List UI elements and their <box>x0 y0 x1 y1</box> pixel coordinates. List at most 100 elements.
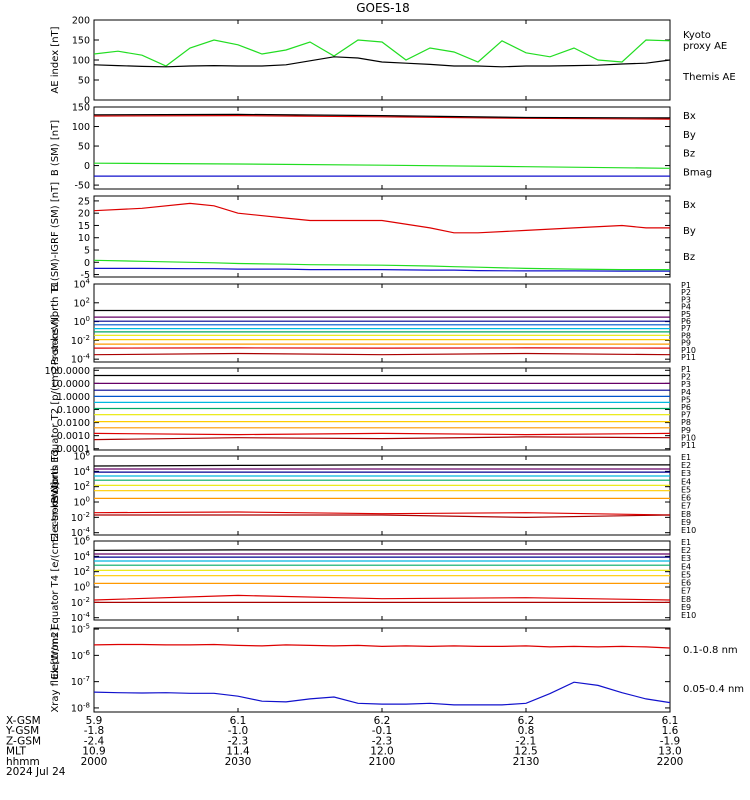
footer-value: 11.4 <box>226 746 250 758</box>
y-axis-label: Protons Equator T2 [p/(cm2-s-sr-keV)] <box>50 314 61 503</box>
y-tick-label: 0.0010 <box>57 431 90 442</box>
y-tick-label: 102 <box>73 480 90 493</box>
y-axis-label: Electrons North T3 <box>50 449 61 542</box>
y-tick-label: 150 <box>72 103 90 114</box>
legend-entry: E7 <box>681 587 691 596</box>
footer-value: 12.0 <box>370 746 393 758</box>
legend-entry: Bx <box>683 111 696 122</box>
footer-value: 2200 <box>657 756 684 768</box>
legend-entry: P9 <box>681 339 691 348</box>
y-tick-label: 10-5 <box>71 623 90 636</box>
y-tick-label: 150 <box>72 36 90 47</box>
panel-frame <box>93 19 671 101</box>
footer-value: 10.9 <box>82 746 105 758</box>
series-e1 <box>93 464 670 467</box>
y-tick-label: 10-2 <box>71 334 90 347</box>
y-tick-label: 10-4 <box>71 353 91 366</box>
legend-entry: P3 <box>681 380 691 389</box>
y-tick-label: 0 <box>84 96 90 107</box>
legend-entry: 0.05-0.4 nm <box>683 684 744 695</box>
y-tick-label: 50 <box>78 76 90 87</box>
legend-entry: E10 <box>681 611 696 620</box>
y-tick-label: 106 <box>73 450 90 463</box>
footer-value: -2.3 <box>228 735 249 747</box>
y-tick-label: 102 <box>73 296 90 309</box>
y-tick-label: 104 <box>73 550 90 563</box>
panel-protons_t2: 100.0000 10.0000 1.0000 0.1000 0.0100 0.0010 0… <box>45 314 696 503</box>
footer-value: 6.1 <box>662 715 679 727</box>
panel-frame <box>93 627 671 713</box>
legend-entry: E6 <box>681 494 691 503</box>
y-tick-label: 0 <box>84 161 90 172</box>
series-e1 <box>93 549 670 552</box>
legend-entry: E3 <box>681 554 691 563</box>
legend-entry: P2 <box>681 288 691 297</box>
footer-value: -1.9 <box>660 735 681 747</box>
series-bz <box>93 114 671 120</box>
series-bx <box>94 267 670 272</box>
legend-entry: Bz <box>683 149 695 160</box>
y-tick-label: 10.0000 <box>51 379 90 390</box>
footer-value: 2130 <box>513 756 540 768</box>
y-tick-label: 100 <box>73 581 90 594</box>
series-by <box>93 259 670 271</box>
footer-value: 6.2 <box>374 715 391 727</box>
legend-entry: 0.1-0.8 nm <box>683 645 738 656</box>
y-tick-label: -5 <box>81 270 90 281</box>
series-p10 <box>93 432 671 436</box>
legend-entry: P6 <box>681 403 691 412</box>
footer-value: 1.6 <box>662 725 679 737</box>
legend-entry: P8 <box>681 418 691 427</box>
footer-value: 13.0 <box>658 746 681 758</box>
legend-entry: By <box>683 130 696 141</box>
legend-entry: By <box>683 226 696 237</box>
footer-row-label: hhmm <box>6 756 40 768</box>
y-axis-label: Electrons Equator T4 [e/(cm2-s-sr-keV)] <box>50 482 61 679</box>
legend-entry: E5 <box>681 570 691 579</box>
legend-entry: P2 <box>681 373 691 382</box>
footer-value: -0.1 <box>372 725 393 737</box>
legend-entry: proxy AE <box>683 41 727 52</box>
panel-frame <box>93 455 671 536</box>
y-tick-label: 0.1000 <box>57 405 90 416</box>
y-axis-label: B (SM)-IGRF (SM) [nT] <box>50 182 61 291</box>
legend-entry: P5 <box>681 310 691 319</box>
legend-entry: P7 <box>681 411 691 420</box>
footer-value: -2.1 <box>516 735 537 747</box>
series-0-1-0-8-nm <box>93 643 671 649</box>
date-label: 2024 Jul 24 <box>6 766 66 778</box>
y-tick-label: 10-2 <box>71 596 90 609</box>
legend-entry: E3 <box>681 469 691 478</box>
series-e10 <box>94 514 671 519</box>
footer-value: 2030 <box>225 756 252 768</box>
legend-entry: Themis AE <box>682 72 736 83</box>
footer-value: 6.1 <box>230 715 247 727</box>
footer-value: 2000 <box>81 756 108 768</box>
y-tick-label: 0 <box>84 258 90 269</box>
y-axis-label: AE index [nT] <box>50 26 61 93</box>
legend-entry: P5 <box>681 395 691 404</box>
y-tick-label: 1.0000 <box>57 392 90 403</box>
y-tick-label: 102 <box>73 565 90 578</box>
footer-value: -1.0 <box>228 725 249 737</box>
y-tick-label: 0.0001 <box>57 444 90 455</box>
panel-frame <box>93 283 671 363</box>
orbit-footer: X-GSM 5.9 6.1 6.2 6.2 6.1 Y-GSM -1.8 -1.0 -0.1 0.8… <box>5 715 683 768</box>
panel-bsm: -50 0 50 100 150 B (SM) [nT] Bx By Bz Bmag <box>50 103 712 192</box>
y-tick-label: 100 <box>72 56 90 67</box>
legend-entry: P11 <box>681 441 696 450</box>
footer-value: 5.9 <box>86 715 103 727</box>
y-tick-label: 100 <box>73 496 90 509</box>
footer-row-label: Z-GSM <box>6 735 41 747</box>
y-tick-label: 50 <box>78 142 90 153</box>
series-bmag <box>93 113 671 119</box>
legend-entry: P4 <box>681 388 691 397</box>
footer-value: 0.8 <box>518 725 535 737</box>
legend-entry: Bmag <box>683 168 712 179</box>
y-tick-label: 10-6 <box>71 649 91 662</box>
